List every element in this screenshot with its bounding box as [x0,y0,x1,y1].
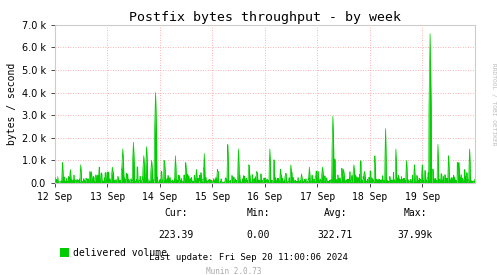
Text: Last update: Fri Sep 20 11:00:06 2024: Last update: Fri Sep 20 11:00:06 2024 [149,253,348,262]
Text: 223.39: 223.39 [159,230,194,240]
Text: Max:: Max: [403,208,427,218]
Text: 37.99k: 37.99k [398,230,432,240]
Text: Munin 2.0.73: Munin 2.0.73 [206,267,261,275]
Text: 0.00: 0.00 [247,230,270,240]
Text: Min:: Min: [247,208,270,218]
Text: 322.71: 322.71 [318,230,353,240]
Text: RRDTOOL / TOBI OETIKER: RRDTOOL / TOBI OETIKER [491,63,496,146]
Y-axis label: bytes / second: bytes / second [7,63,17,145]
Text: Cur:: Cur: [165,208,188,218]
Legend: delivered volume: delivered volume [60,248,167,258]
Title: Postfix bytes throughput - by week: Postfix bytes throughput - by week [129,10,401,24]
Text: Avg:: Avg: [324,208,347,218]
